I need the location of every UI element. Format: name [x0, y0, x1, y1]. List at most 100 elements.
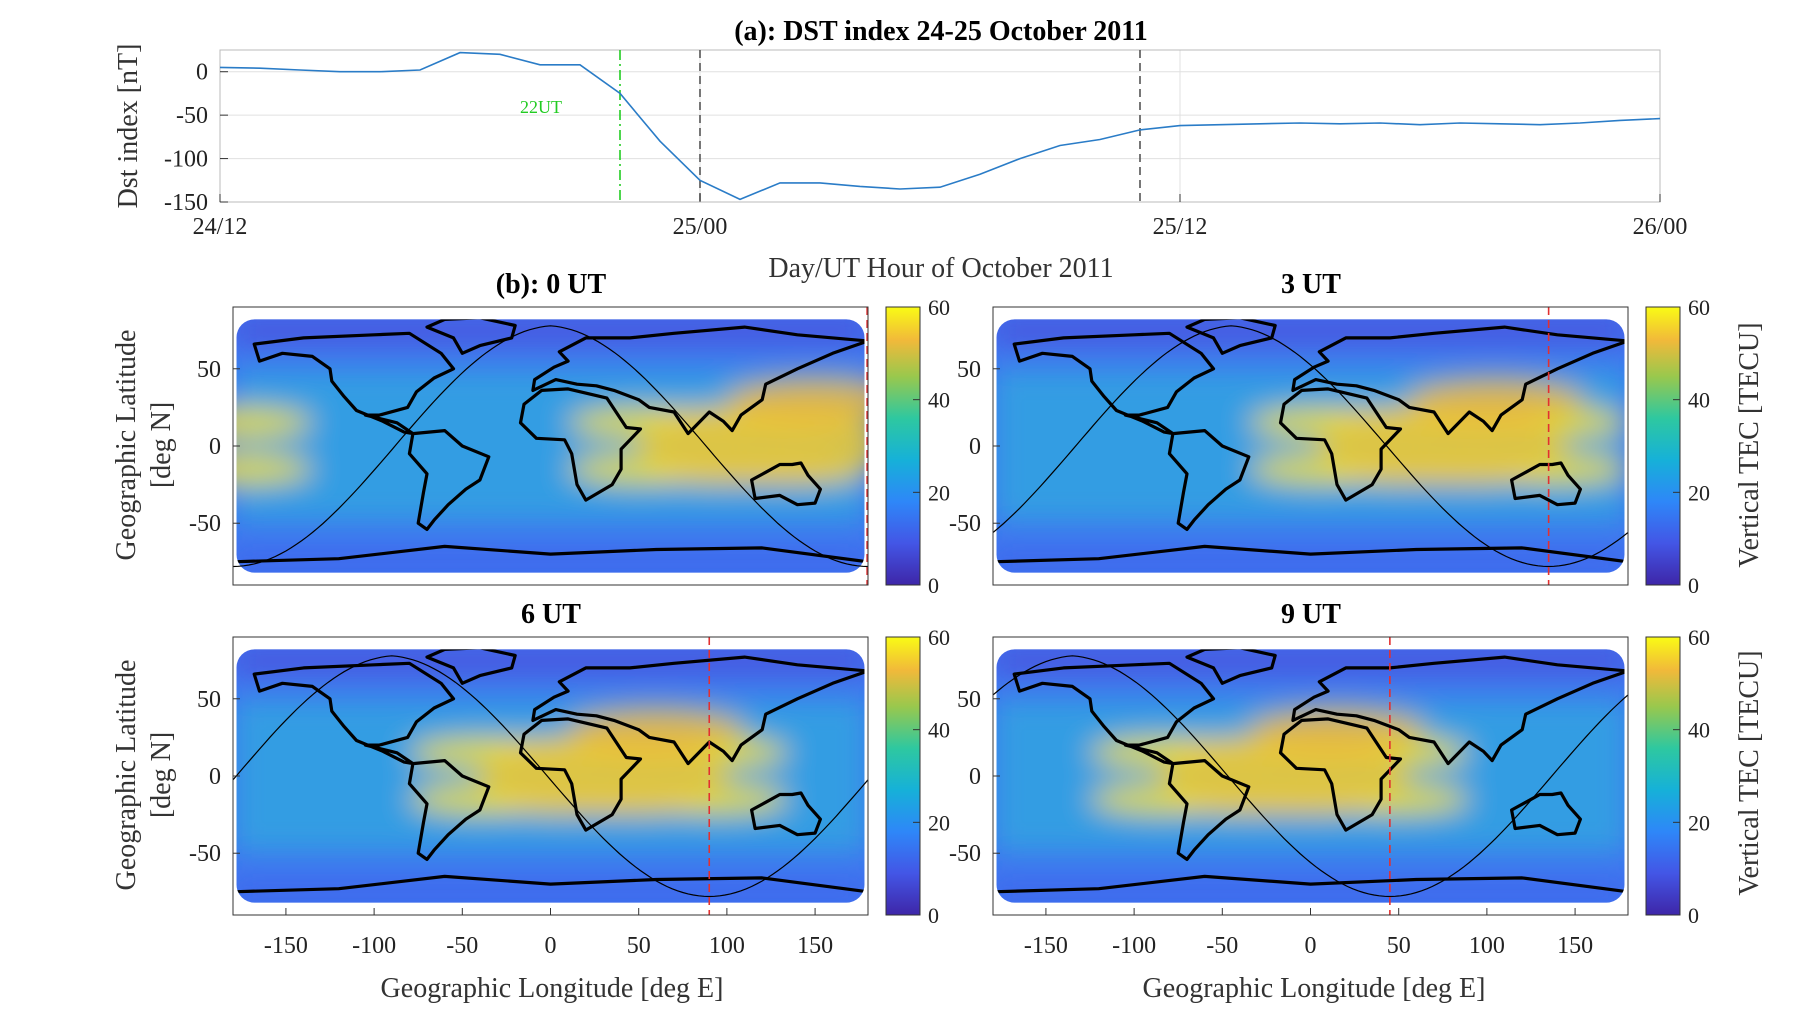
dst-chart: (a): DST index 24-25 October 2011 22UT 0…: [113, 16, 1687, 284]
map-ytick-label: -50: [189, 841, 221, 867]
coastline: [425, 649, 517, 685]
coastline: [1509, 791, 1583, 837]
tec-polar-band: [236, 881, 865, 903]
dst-ytick-label: -100: [164, 147, 208, 173]
solar-terminator-line: [992, 655, 1629, 898]
tec-field: [236, 649, 865, 903]
coastline: [749, 791, 823, 837]
colorbar: [885, 636, 921, 916]
map-xtick-label: 150: [797, 933, 833, 959]
tec-polar-band: [996, 319, 1625, 346]
coastline: [425, 319, 517, 355]
solar-terminator-line: [992, 325, 1629, 568]
map-ylabel-top: Geographic Latitude [deg N]: [111, 330, 177, 561]
tec-map-panel-0: (b): 0 UT 50 0 -50 60 40 20 0: [189, 269, 950, 598]
colorbar-tick-label: 0: [1688, 903, 1699, 928]
tec-map-panel-3: 9 UT 50 0 -50 -150 -100 -50 0 50 100 150 60 40 20 0: [949, 599, 1710, 959]
coastline: [407, 429, 491, 532]
map-xtick-label: 50: [627, 933, 651, 959]
tec-polar-band: [236, 649, 865, 676]
map-xtick-label: -150: [264, 933, 308, 959]
map-xlabel-left: Geographic Longitude [deg E]: [381, 973, 724, 1004]
tec-polar-band: [996, 551, 1625, 573]
coastline: [407, 758, 491, 862]
coastline: [1012, 661, 1216, 766]
dst-ytick-label: -50: [176, 103, 208, 129]
coastline: [996, 544, 1625, 573]
map-title: 9 UT: [1281, 599, 1341, 630]
coastline: [1291, 325, 1625, 436]
tec-polar-band: [236, 551, 865, 573]
colorbar-tick-label: 20: [1688, 480, 1710, 505]
tec-polar-band: [996, 881, 1625, 903]
tec-polar-band: [236, 319, 865, 346]
map-title: 6 UT: [521, 599, 581, 630]
dst-grid: [219, 50, 1661, 203]
map-title: 3 UT: [1281, 269, 1341, 300]
map-xtick-label: -100: [1112, 933, 1156, 959]
map-xtick-label: -50: [446, 933, 478, 959]
tec-anomaly-crest: [726, 378, 865, 422]
dst-xtick-label: 26/00: [1633, 214, 1688, 240]
dst-title: (a): DST index 24-25 October 2011: [734, 16, 1148, 47]
coastline: [1291, 655, 1625, 766]
colorbar-tick-label: 60: [1688, 295, 1710, 320]
colorbar: [1645, 306, 1681, 586]
tec-anomaly-crest: [1407, 378, 1584, 422]
coastline: [1167, 429, 1251, 532]
dst-y-ticks: 0 -50 -100 -150: [164, 60, 228, 216]
coastline: [531, 655, 865, 766]
map-ytick-label: 0: [969, 434, 981, 460]
colorbar-tick-label: 60: [928, 625, 950, 650]
coastline: [749, 461, 823, 507]
tec-anomaly-crest: [479, 737, 727, 815]
map-xtick-label: 0: [545, 933, 557, 959]
tec-anomaly-crest: [638, 407, 865, 485]
dst-xtick-label: 24/12: [193, 214, 248, 240]
coastline: [1278, 717, 1403, 832]
coastline: [996, 874, 1625, 903]
dst-ytick-label: -150: [164, 190, 208, 216]
tec-field: [996, 319, 1625, 573]
coastline: [236, 544, 865, 573]
coastline: [531, 325, 865, 436]
dst-series-line: [219, 51, 1661, 201]
colorbar-tick-label: 40: [928, 718, 950, 743]
map-ylabel-bottom: Geographic Latitude [deg N]: [111, 660, 177, 891]
coastline: [1185, 649, 1277, 685]
map-xtick-label: -100: [352, 933, 396, 959]
colorbar-tick-label: 40: [1688, 388, 1710, 413]
map-ylabel-bottom-line2: [deg N]: [146, 732, 177, 818]
coastline: [1509, 461, 1583, 507]
dst-ylabel: Dst index [nT]: [113, 44, 144, 209]
tec-map-panel-1: 3 UT 50 0 -50 60 40 20 0: [949, 269, 1710, 598]
map-ytick-label: 0: [969, 764, 981, 790]
tec-anomaly-crest: [236, 407, 313, 439]
dst-xtick-label: 25/12: [1153, 214, 1208, 240]
map-xtick-label: 0: [1305, 933, 1317, 959]
colorbar-tick-label: 20: [928, 480, 950, 505]
dst-xtick-label: 25/00: [673, 214, 728, 240]
colorbar-tick-label: 60: [1688, 625, 1710, 650]
map-ytick-label: -50: [949, 841, 981, 867]
dst-xlabel: Day/UT Hour of October 2011: [768, 253, 1113, 284]
dst-axes-box: [219, 49, 1661, 203]
tec-anomaly-crest: [1160, 737, 1408, 815]
tec-map-panel-2: 6 UT 50 0 -50 -150 -100 -50 0 50 100 150 60 40 20 0: [189, 599, 950, 959]
coastline: [1278, 387, 1403, 502]
colorbar: [885, 306, 921, 586]
map-ytick-label: 50: [197, 687, 221, 713]
map-xtick-label: 100: [1469, 933, 1505, 959]
coastline: [518, 717, 643, 832]
marker-label-22ut: 22UT: [520, 97, 562, 117]
colorbar-tick-label: 40: [928, 388, 950, 413]
coastline: [518, 387, 643, 502]
map-ytick-label: 50: [957, 687, 981, 713]
map-ylabel-top-line1: Geographic Latitude: [111, 330, 142, 561]
dst-x-ticks: 24/12 25/00 25/12 26/00: [193, 194, 1688, 240]
colorbar-label-bottom: Vertical TEC [TECU]: [1734, 650, 1765, 895]
colorbar-tick-label: 0: [928, 573, 939, 598]
map-ytick-label: 0: [209, 764, 221, 790]
map-ytick-label: -50: [189, 511, 221, 537]
